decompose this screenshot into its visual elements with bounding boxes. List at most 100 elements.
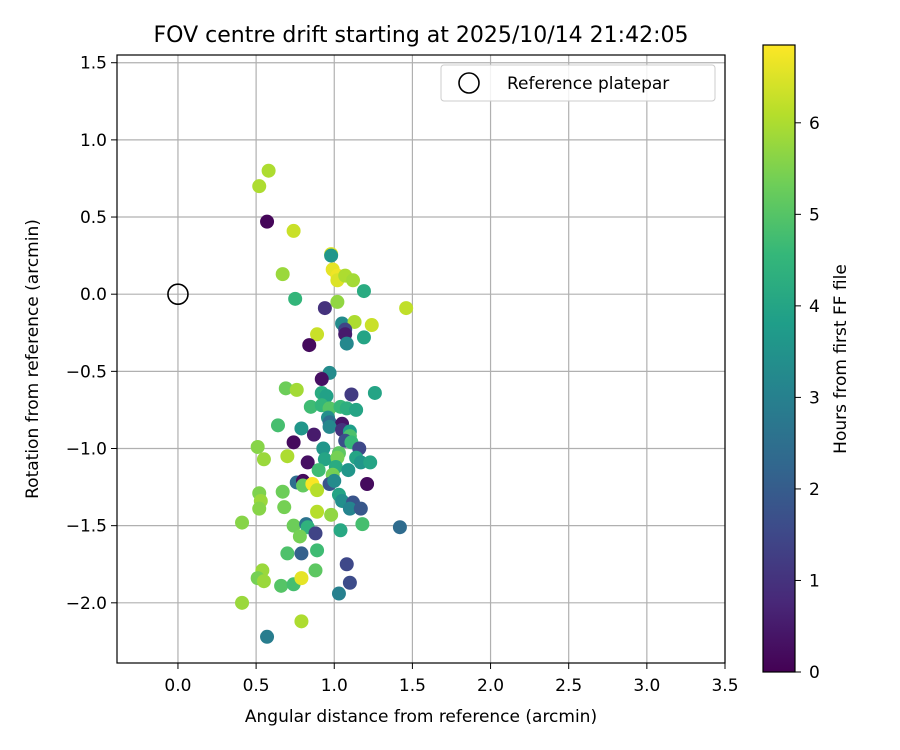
data-point [330, 294, 345, 309]
x-axis-ticks: 0.0 0.5 1.0 1.5 2.0 2.5 3.0 3.5 [164, 663, 739, 696]
x-tick-label: 0.0 [164, 676, 191, 696]
data-point [288, 291, 303, 306]
scatter-points [235, 163, 414, 644]
data-point [339, 557, 354, 572]
x-axis-label: Angular distance from reference (arcmin) [245, 707, 597, 727]
grid [117, 55, 726, 663]
data-point [347, 314, 362, 329]
x-tick-label: 1.0 [321, 676, 348, 696]
data-point [278, 381, 293, 396]
data-point [310, 504, 325, 519]
data-point [363, 455, 378, 470]
data-point [360, 476, 375, 491]
y-tick-label: 1.5 [80, 54, 107, 74]
data-point [317, 301, 332, 316]
y-tick-label: 1.0 [80, 131, 107, 151]
plot-frame [116, 54, 726, 664]
data-point [322, 419, 337, 434]
data-point [286, 223, 301, 238]
data-point [261, 163, 276, 178]
data-point [300, 455, 315, 470]
data-point [235, 595, 250, 610]
data-point [260, 629, 275, 644]
legend: Reference platepar [440, 64, 716, 102]
data-point [303, 399, 318, 414]
data-point [324, 248, 339, 263]
data-point [286, 435, 301, 450]
colorbar-tick-label: 1 [809, 571, 820, 591]
data-point [270, 418, 285, 433]
colorbar-tick-label: 5 [809, 205, 820, 225]
data-point [356, 284, 371, 299]
data-point [316, 441, 331, 456]
data-point [294, 546, 309, 561]
data-point [310, 543, 325, 558]
colorbar-ticks: 0 1 2 3 4 5 6 [795, 114, 820, 683]
y-tick-label: −2.0 [66, 594, 107, 614]
y-axis-label: Rotation from reference (arcmin) [23, 219, 43, 499]
colorbar-tick-label: 0 [809, 663, 820, 683]
data-point [294, 614, 309, 629]
y-tick-label: −0.5 [66, 362, 107, 382]
data-point [355, 517, 370, 532]
data-point [250, 439, 265, 454]
y-axis-ticks: −2.0 −1.5 −1.0 −0.5 0.0 0.5 1.0 1.5 [66, 54, 117, 614]
x-tick-label: 0.5 [243, 676, 270, 696]
data-point [274, 578, 289, 593]
colorbar-tick-label: 6 [809, 114, 820, 134]
legend-marker [458, 72, 480, 94]
data-point [311, 463, 326, 478]
data-point [308, 526, 323, 541]
y-tick-label: 0.5 [80, 208, 107, 228]
legend-label: Reference platepar [507, 74, 669, 94]
data-point [399, 301, 414, 316]
data-point [280, 449, 295, 464]
y-tick-label: 0.0 [80, 285, 107, 305]
legend-box [440, 64, 716, 102]
data-point [353, 501, 368, 516]
reference-platepar-marker [167, 283, 189, 305]
y-tick-label: −1.5 [66, 517, 107, 537]
data-point [306, 427, 321, 442]
data-point [327, 473, 342, 488]
data-point [346, 273, 361, 288]
data-point [349, 402, 364, 417]
x-tick-label: 3.0 [633, 676, 660, 696]
colorbar [762, 44, 796, 673]
colorbar-tick-label: 3 [809, 388, 820, 408]
colorbar-label: Hours from first FF file [831, 264, 851, 454]
data-point [275, 267, 290, 282]
x-tick-label: 2.5 [555, 676, 582, 696]
data-point [314, 372, 329, 387]
data-point [308, 563, 323, 578]
data-point [302, 338, 317, 353]
data-point [256, 452, 271, 467]
x-tick-label: 2.0 [477, 676, 504, 696]
data-point [342, 501, 357, 516]
x-tick-label: 3.5 [711, 676, 738, 696]
data-point [286, 518, 301, 533]
data-point [344, 387, 359, 402]
data-point [280, 546, 295, 561]
data-point [324, 507, 339, 522]
data-point [252, 179, 267, 194]
data-point [292, 529, 307, 544]
data-point [333, 523, 348, 538]
data-point [392, 520, 407, 535]
y-tick-label: −1.0 [66, 440, 107, 460]
data-point [331, 586, 346, 601]
colorbar-tick-label: 4 [809, 297, 820, 317]
data-point [289, 382, 304, 397]
data-point [339, 336, 354, 351]
data-point [317, 452, 332, 467]
data-point [256, 574, 271, 589]
data-point [367, 385, 382, 400]
data-point [235, 515, 250, 530]
data-point [277, 500, 292, 515]
data-point [356, 330, 371, 345]
data-point [310, 327, 325, 342]
data-point [294, 421, 309, 436]
data-point [275, 484, 290, 499]
data-point [294, 571, 309, 586]
